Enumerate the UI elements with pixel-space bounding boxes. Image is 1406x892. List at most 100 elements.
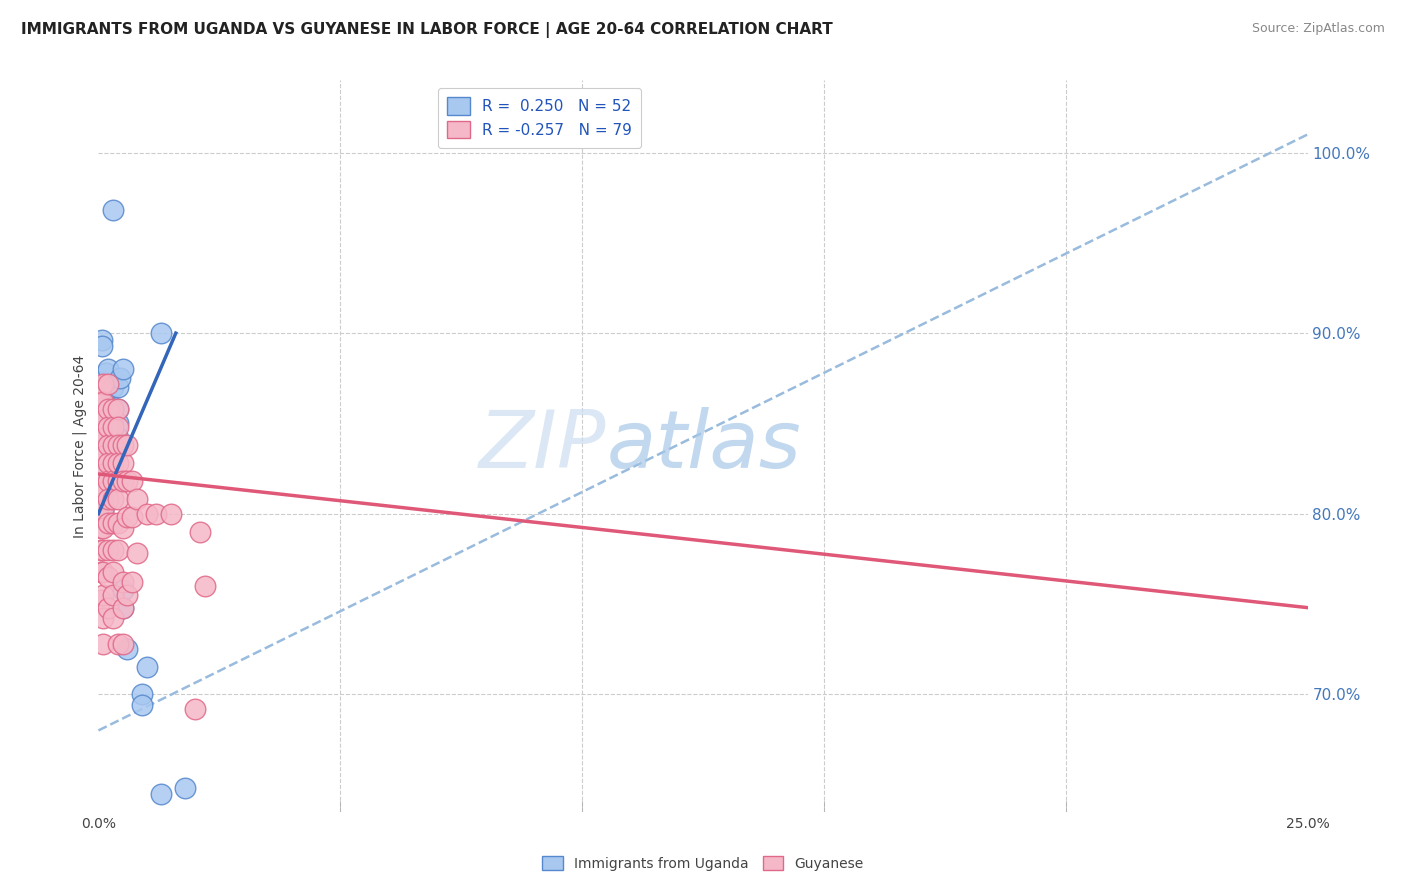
Point <box>121 575 143 590</box>
Point <box>135 507 157 521</box>
Point <box>101 611 124 625</box>
Point <box>97 431 120 445</box>
Point <box>101 542 124 557</box>
Point <box>108 371 131 385</box>
Point <box>91 588 114 602</box>
Point <box>107 637 129 651</box>
Point <box>90 485 112 500</box>
Point <box>107 380 129 394</box>
Point <box>91 521 114 535</box>
Point <box>111 474 134 488</box>
Point <box>90 565 112 579</box>
Point <box>117 510 139 524</box>
Point <box>97 443 120 458</box>
Point <box>97 570 120 584</box>
Text: Source: ZipAtlas.com: Source: ZipAtlas.com <box>1251 22 1385 36</box>
Point <box>121 474 143 488</box>
Point <box>91 413 114 427</box>
Point <box>91 334 114 348</box>
Point <box>90 542 112 557</box>
Point <box>135 660 157 674</box>
Point <box>101 417 124 431</box>
Point <box>188 524 211 539</box>
Point <box>101 456 124 470</box>
Point <box>97 600 120 615</box>
Point <box>107 492 129 507</box>
Point <box>97 380 120 394</box>
Point <box>111 456 134 470</box>
Point <box>131 698 153 713</box>
Point <box>101 565 124 579</box>
Point <box>101 401 124 416</box>
Point <box>90 467 112 481</box>
Point <box>94 384 117 398</box>
Point <box>107 431 129 445</box>
Point <box>150 787 173 801</box>
Point <box>91 431 114 445</box>
Point <box>91 470 114 484</box>
Point <box>101 431 124 445</box>
Point <box>184 702 207 716</box>
Point <box>97 438 120 452</box>
Point <box>101 492 124 507</box>
Point <box>101 443 124 458</box>
Point <box>90 394 112 409</box>
Point <box>101 401 124 416</box>
Point <box>101 203 124 218</box>
Point <box>117 474 139 488</box>
Point <box>111 438 134 452</box>
Point <box>97 480 120 494</box>
Point <box>107 401 129 416</box>
Point <box>97 420 120 434</box>
Point <box>97 362 120 376</box>
Point <box>90 438 112 452</box>
Point <box>111 582 134 597</box>
Point <box>91 503 114 517</box>
Point <box>97 492 120 507</box>
Y-axis label: In Labor Force | Age 20-64: In Labor Force | Age 20-64 <box>73 354 87 538</box>
Point <box>97 376 120 391</box>
Point <box>107 516 129 530</box>
Point <box>107 474 129 488</box>
Point <box>91 443 114 458</box>
Point <box>194 579 217 593</box>
Point <box>94 366 117 380</box>
Point <box>131 687 153 701</box>
Point <box>90 380 112 394</box>
Point <box>107 542 129 557</box>
Point <box>97 470 120 484</box>
Point <box>91 467 114 481</box>
Point <box>91 456 114 470</box>
Point <box>97 542 120 557</box>
Point <box>91 394 114 409</box>
Point <box>111 521 134 535</box>
Point <box>91 413 114 427</box>
Point <box>90 413 112 427</box>
Point <box>91 375 114 389</box>
Point <box>91 565 114 579</box>
Point <box>117 588 139 602</box>
Point <box>91 339 114 353</box>
Point <box>91 401 114 416</box>
Point <box>127 546 149 560</box>
Point <box>101 456 124 470</box>
Point <box>97 401 120 416</box>
Point <box>97 456 120 470</box>
Point <box>97 492 120 507</box>
Point <box>91 420 114 434</box>
Point <box>90 593 112 607</box>
Point <box>91 394 114 409</box>
Point <box>90 449 112 463</box>
Point <box>145 507 167 521</box>
Text: atlas: atlas <box>606 407 801 485</box>
Point <box>107 438 129 452</box>
Point <box>121 510 143 524</box>
Point <box>91 542 114 557</box>
Point <box>117 438 139 452</box>
Point <box>107 456 129 470</box>
Point <box>111 600 134 615</box>
Point <box>91 485 114 500</box>
Point <box>91 480 114 494</box>
Point <box>90 503 112 517</box>
Point <box>97 456 120 470</box>
